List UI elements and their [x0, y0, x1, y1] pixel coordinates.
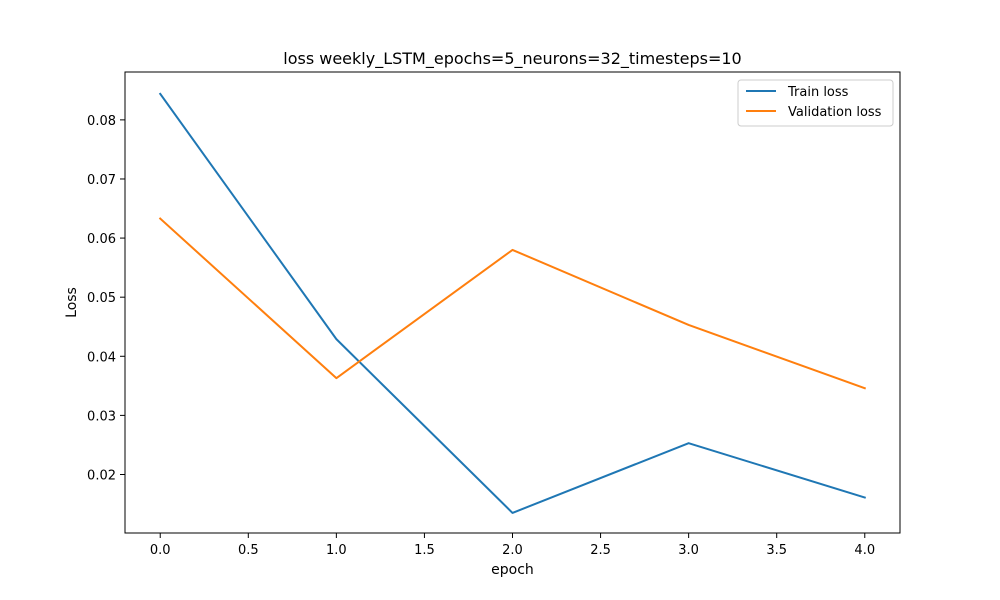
x-tick-label: 1.5 — [414, 543, 435, 558]
y-tick-label: 0.06 — [87, 232, 116, 247]
x-tick-label: 4.0 — [854, 543, 875, 558]
y-tick-label: 0.04 — [87, 350, 116, 365]
plot-area — [125, 72, 900, 533]
y-tick-label: 0.03 — [87, 409, 116, 424]
x-tick-label: 2.0 — [502, 543, 523, 558]
axis-ticks: 0.0 0.5 1.0 1.5 2.0 2.5 3.0 3.5 4.0 0.02 0.03 0.04 0… — [87, 114, 875, 558]
legend: Train loss Validation loss — [737, 79, 894, 127]
chart-title: loss weekly_LSTM_epochs=5_neurons=32_tim… — [283, 49, 741, 69]
x-tick-label: 3.5 — [766, 543, 787, 558]
y-tick-label: 0.05 — [87, 291, 116, 306]
x-tick-label: 3.0 — [678, 543, 699, 558]
x-tick-label: 0.0 — [150, 543, 171, 558]
y-tick-label: 0.02 — [87, 468, 116, 483]
series-line-validation-loss — [158, 217, 867, 390]
x-tick-label: 1.0 — [326, 543, 347, 558]
y-tick-label: 0.07 — [87, 173, 116, 188]
series-line-train-loss — [158, 92, 867, 514]
series-layer — [158, 92, 867, 514]
plot-frame — [124, 71, 901, 534]
y-axis-label: Loss — [64, 287, 80, 318]
x-tick-label: 0.5 — [238, 543, 259, 558]
legend-frame — [737, 79, 894, 127]
y-tick-label: 0.08 — [87, 114, 116, 129]
legend-label-validation-loss: Validation loss — [788, 105, 882, 120]
x-axis-label: epoch — [491, 562, 534, 578]
x-tick-label: 2.5 — [590, 543, 611, 558]
legend-label-train-loss: Train loss — [787, 85, 849, 100]
